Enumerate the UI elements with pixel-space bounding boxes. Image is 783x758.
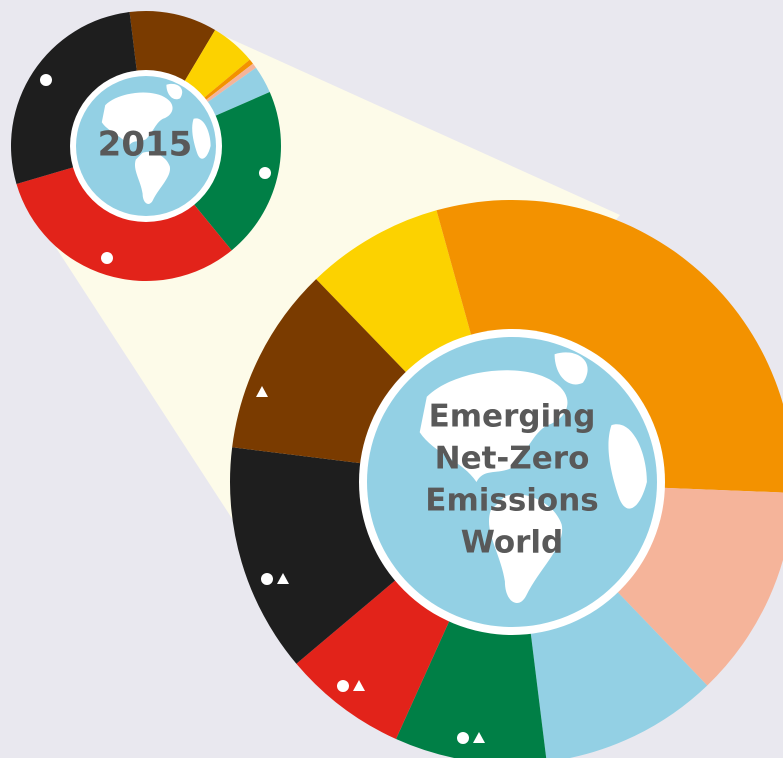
center-label-line: Net-Zero — [435, 441, 590, 477]
donut-slice — [530, 590, 708, 758]
donut-slice — [232, 279, 408, 464]
donut-slice — [230, 447, 398, 664]
donut-slice — [191, 92, 281, 251]
center-label: 2015 — [98, 125, 193, 165]
donut-slice — [203, 63, 256, 105]
donut-slice — [204, 67, 270, 118]
donut-slice — [129, 11, 216, 85]
segment-icons — [40, 74, 485, 744]
center-label-line: World — [461, 525, 564, 561]
donut-slice — [615, 487, 783, 686]
donut-slice — [10, 12, 138, 185]
center-label-line: Emerging — [429, 399, 596, 435]
donut-slices — [10, 11, 783, 758]
donut-slice — [316, 210, 472, 375]
donut-slice — [436, 200, 783, 493]
donut-slice — [201, 59, 253, 103]
donut-slice — [296, 578, 451, 740]
donut-slice — [16, 166, 232, 281]
donut-slice — [182, 30, 250, 100]
small-globe: 2015 — [70, 70, 222, 222]
big-globe: Emerging Net-Zero Emissions World — [359, 329, 665, 635]
donut-slice — [396, 618, 547, 758]
center-label-line: Emissions — [425, 483, 598, 519]
